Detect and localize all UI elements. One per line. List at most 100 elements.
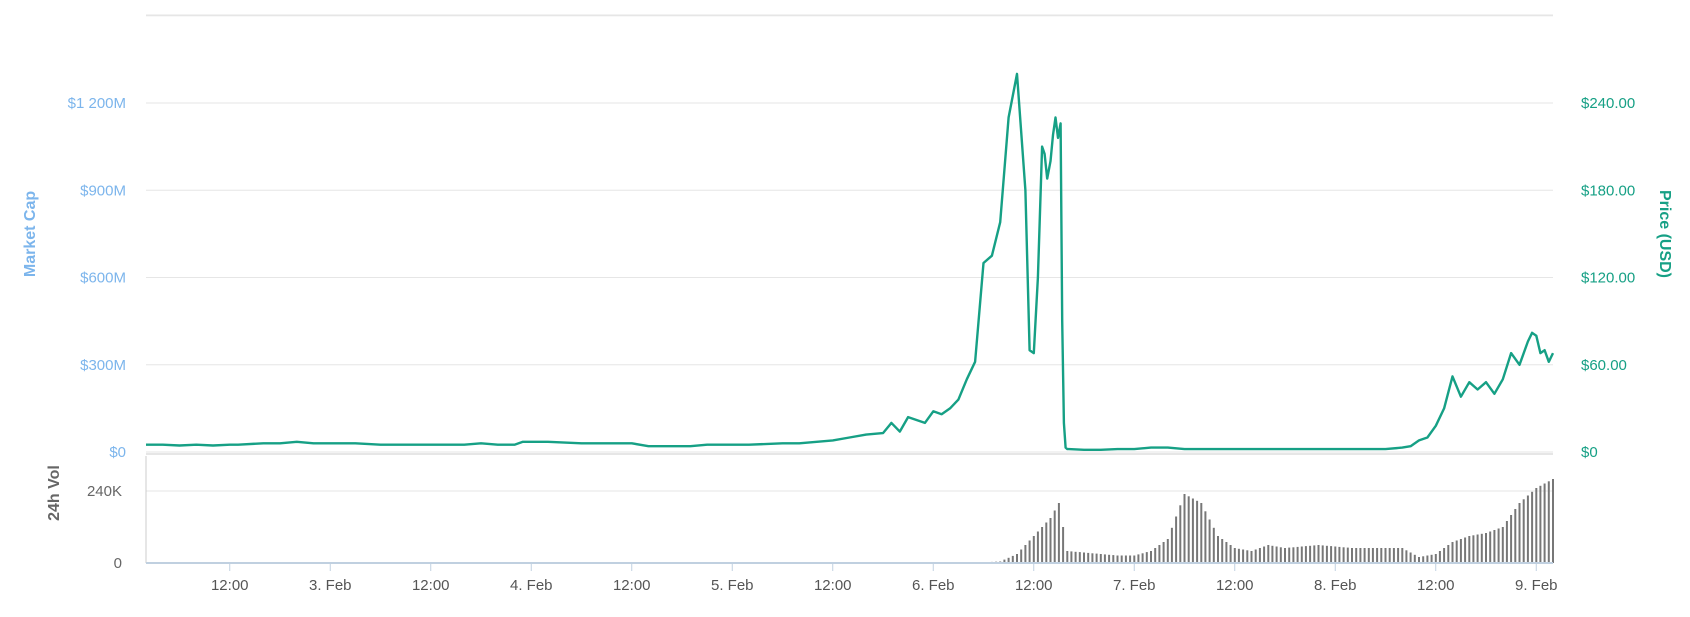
volume-bar [1045, 523, 1047, 564]
price-line [146, 74, 1553, 450]
volume-bar [1393, 548, 1395, 563]
volume-bar [1309, 546, 1311, 563]
volume-bar [1468, 536, 1470, 563]
volume-bar [1414, 555, 1416, 563]
volume-bar [1426, 556, 1428, 564]
volume-bar [1456, 541, 1458, 564]
x-tick-label: 12:00 [1216, 577, 1254, 594]
volume-bar [1133, 556, 1135, 564]
volume-bar [1129, 556, 1131, 564]
volume-bar [1355, 548, 1357, 563]
price-tick-label: $120.00 [1581, 270, 1635, 287]
volume-bar [1066, 551, 1068, 563]
volume-bar [1376, 548, 1378, 563]
volume-bar [1410, 553, 1412, 564]
volume-bar [1435, 554, 1437, 563]
volume-bar [1029, 541, 1031, 564]
volume-bar [1431, 555, 1433, 563]
x-tick-label: 8. Feb [1314, 577, 1357, 594]
volume-bar [1489, 532, 1491, 564]
market-cap-tick-label: $0 [109, 444, 126, 461]
volume-bar [1292, 547, 1294, 563]
market-cap-tick-label: $300M [80, 357, 126, 374]
volume-bar [1519, 503, 1521, 563]
volume-bar [1347, 548, 1349, 563]
volume-tick-label: 240K [87, 483, 122, 500]
volume-bar [1154, 548, 1156, 563]
volume-bar [1146, 552, 1148, 563]
volume-bar [1544, 484, 1546, 564]
volume-bar [1397, 548, 1399, 563]
price-axis-title: Price (USD) [1656, 190, 1673, 278]
volume-bar [1225, 542, 1227, 563]
volume-bar [1230, 545, 1232, 563]
volume-bar [1171, 528, 1173, 563]
volume-bar [1452, 542, 1454, 563]
volume-bar [1091, 553, 1093, 563]
volume-bar [1313, 545, 1315, 563]
price-tick-label: $180.00 [1581, 182, 1635, 199]
volume-bar [1179, 505, 1181, 563]
volume-bar [1041, 527, 1043, 563]
volume-bar [1184, 494, 1186, 563]
volume-bar [1477, 535, 1479, 564]
volume-bar [1385, 548, 1387, 563]
volume-bar [1192, 499, 1194, 564]
volume-bar [1535, 488, 1537, 563]
volume-bar [1364, 548, 1366, 563]
volume-bar [1531, 492, 1533, 563]
volume-bar [1167, 539, 1169, 563]
volume-bar [1100, 554, 1102, 563]
volume-bar [1368, 548, 1370, 563]
volume-bar [1539, 486, 1541, 563]
volume-bar [1259, 548, 1261, 563]
market-cap-axis-title: Market Cap [22, 191, 39, 277]
volume-bar [1523, 499, 1525, 563]
volume-bar [1506, 521, 1508, 563]
volume-tick-label: 0 [114, 555, 122, 572]
market-cap-tick-label: $1 200M [68, 95, 126, 112]
volume-bar [1012, 556, 1014, 563]
x-tick-label: 5. Feb [711, 577, 754, 594]
x-tick-label: 4. Feb [510, 577, 553, 594]
volume-bar [1284, 548, 1286, 563]
volume-bar [1548, 481, 1550, 563]
volume-bar [1472, 535, 1474, 563]
volume-bar [1188, 496, 1190, 563]
volume-bar [1502, 527, 1504, 563]
volume-bar [1460, 539, 1462, 563]
volume-bar [1242, 550, 1244, 564]
x-tick-label: 3. Feb [309, 577, 352, 594]
volume-bar [1405, 550, 1407, 563]
volume-bar [1137, 554, 1139, 563]
volume-bar [1070, 551, 1072, 563]
price-line-layer [146, 74, 1553, 450]
axes [146, 454, 1553, 571]
volume-bar [1054, 511, 1056, 564]
volume-bar [1217, 536, 1219, 563]
volume-bar [1447, 545, 1449, 563]
volume-bar [1351, 548, 1353, 563]
volume-bar [1439, 551, 1441, 563]
volume-bar [1117, 556, 1119, 564]
volume-bar [1238, 549, 1240, 563]
volume-bar [1464, 538, 1466, 564]
x-tick-label: 6. Feb [912, 577, 955, 594]
volume-bar [1121, 556, 1123, 564]
volume-bar [1200, 503, 1202, 563]
volume-bar [1209, 520, 1211, 564]
volume-bar [1150, 551, 1152, 563]
tick-labels: $0$300M$600M$900M$1 200M$0$60.00$120.00$… [68, 95, 1636, 594]
volume-bar [1326, 546, 1328, 563]
volume-axis-title: 24h Vol [46, 465, 63, 521]
volume-bar [1062, 527, 1064, 563]
volume-bar [1493, 530, 1495, 563]
volume-bar [1359, 548, 1361, 563]
volume-bar [1050, 518, 1052, 563]
volume-bar [1297, 547, 1299, 563]
volume-bar [1020, 550, 1022, 564]
volume-bar [1330, 546, 1332, 563]
gridlines [146, 15, 1553, 563]
